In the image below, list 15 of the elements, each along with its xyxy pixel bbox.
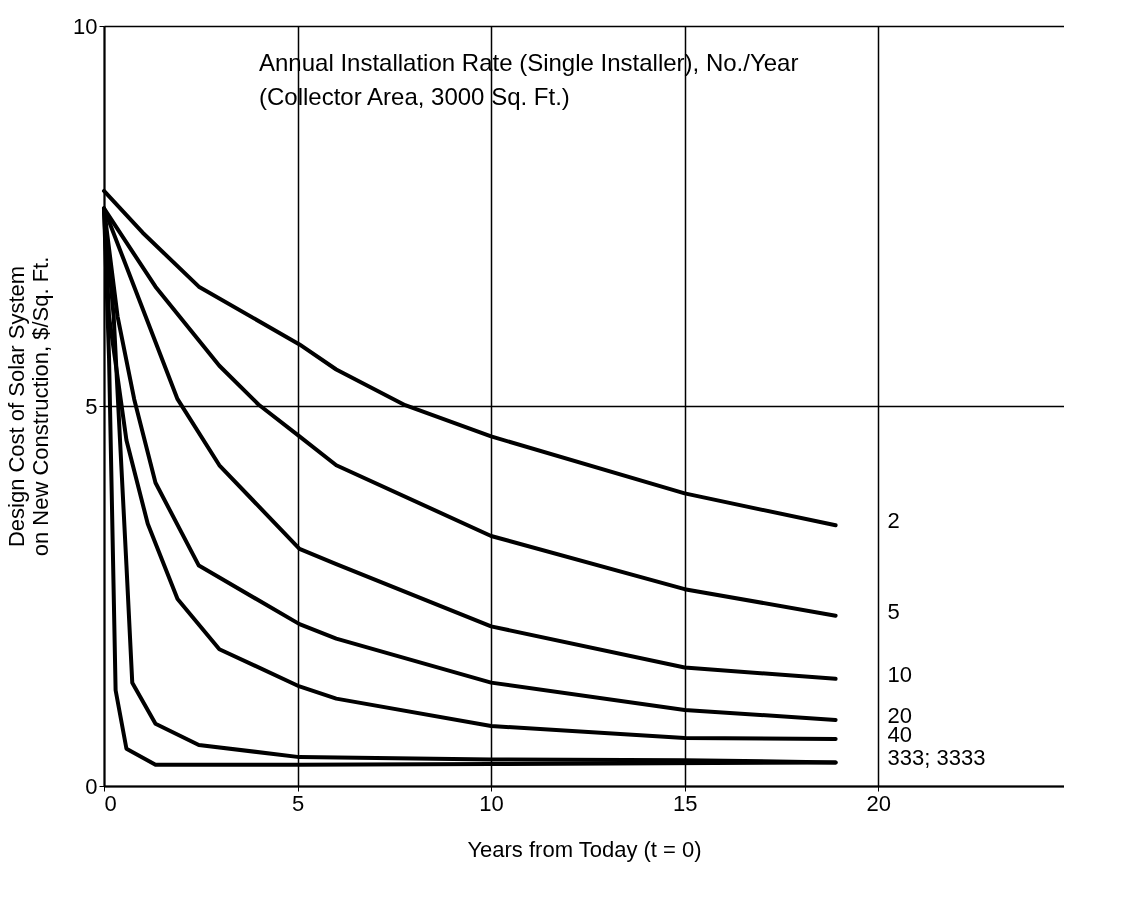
y-tick-label: 5 bbox=[85, 393, 98, 419]
text: 10 bbox=[887, 661, 913, 687]
text: 5 bbox=[887, 598, 900, 624]
x-tick-label: 5 bbox=[291, 790, 305, 816]
x-tick-label: 0 bbox=[104, 790, 117, 816]
text: 2 bbox=[887, 508, 900, 534]
y-tick-label: 0 bbox=[85, 773, 98, 799]
x-tick-label: 15 bbox=[672, 790, 698, 816]
y-tick-label: 10 bbox=[73, 13, 98, 39]
x-tick-label: 20 bbox=[866, 790, 891, 816]
text: 333; 3333 bbox=[887, 745, 986, 771]
y-axis-title: Design Cost of Solar System on New Construction, $/Sq. Ft. bbox=[4, 256, 54, 557]
text: 20 bbox=[887, 702, 913, 728]
x-tick-label: 10 bbox=[479, 790, 504, 816]
x-axis-title: Years from Today (t = 0) bbox=[467, 836, 702, 862]
